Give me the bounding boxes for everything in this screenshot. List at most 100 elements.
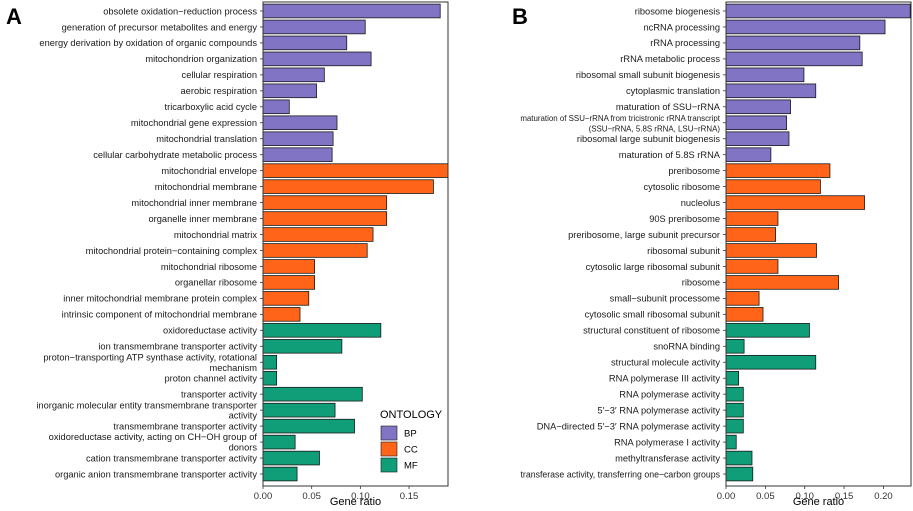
- bar-mf: [262, 466, 298, 482]
- y-tick-label: ribosomal small subunit biogenesis: [576, 70, 721, 80]
- label-line: ribosomal subunit: [647, 246, 720, 256]
- label-line: transporter activity: [181, 389, 257, 399]
- bar-bp: [262, 51, 372, 67]
- y-tick-label: cytosolic small ribosomal subunit: [585, 310, 721, 320]
- bar-mf: [262, 354, 278, 370]
- bar-mf: [262, 386, 363, 402]
- bar-cc: [262, 275, 316, 290]
- bar-cc: [725, 211, 779, 226]
- bar-bp: [725, 99, 791, 115]
- label-line: activity: [229, 411, 258, 421]
- bar-mf: [725, 370, 739, 386]
- y-tick-label: cytoplasmic translation: [626, 86, 720, 96]
- bar-mf: [725, 434, 737, 450]
- y-tick-label: mitochondrial envelope: [161, 166, 257, 176]
- label-line: maturation of 5.8S rRNA: [619, 150, 721, 160]
- bar-bp: [262, 99, 290, 115]
- y-tick-label: organic anion transmembrane transporter …: [55, 469, 257, 479]
- label-line: cytosolic ribosome: [644, 182, 720, 192]
- bar-cc: [725, 179, 821, 194]
- bar-mf: [725, 466, 754, 482]
- label-line: proton channel activity: [164, 374, 257, 384]
- y-tick-label: mitochondrial protein−containing complex: [86, 246, 258, 256]
- label-line: 5′−3′ RNA polymerase activity: [597, 405, 720, 415]
- label-line: mechanism: [209, 363, 257, 373]
- y-tick-label: small−subunit processome: [610, 294, 720, 304]
- label-line: ribosome: [682, 278, 720, 288]
- y-tick-label: oxidoreductase activity: [163, 326, 257, 336]
- label-line: ion transmembrane transporter activity: [98, 342, 257, 352]
- y-tick-label: cellular carbohydrate metabolic process: [93, 150, 257, 160]
- bar-mf: [262, 402, 336, 418]
- label-line: nucleolus: [681, 198, 721, 208]
- y-tick-label: ribosome: [682, 278, 720, 288]
- y-tick-label: cation transmembrane transporter activit…: [86, 453, 257, 463]
- label-line: cellular respiration: [182, 70, 257, 80]
- label-line: mitochondrial inner membrane: [131, 198, 257, 208]
- y-tick-label: organelle inner membrane: [148, 214, 257, 224]
- y-tick-label: mitochondrial translation: [156, 134, 257, 144]
- y-tick-label: transferase activity, transferring one−c…: [521, 469, 721, 479]
- bar-cc: [262, 211, 388, 226]
- label-line: ribosome biogenesis: [635, 6, 721, 16]
- panel-letter: B: [512, 4, 528, 29]
- label-line: structural constituent of ribosome: [583, 326, 720, 336]
- label-line: cation transmembrane transporter activit…: [86, 453, 257, 463]
- y-tick-label: ncRNA processing: [644, 22, 720, 32]
- label-line: transmembrane transporter activity: [113, 421, 257, 431]
- y-tick-label: nucleolus: [681, 198, 721, 208]
- y-tick-label: cytosolic ribosome: [644, 182, 720, 192]
- y-tick-label: inner mitochondrial membrane protein com…: [63, 294, 257, 304]
- bar-mf: [262, 370, 278, 386]
- legend-swatch-mf: [380, 457, 398, 473]
- y-tick-label: organellar ribosome: [175, 278, 257, 288]
- y-tick-label: energy derivation by oxidation of organi…: [39, 38, 257, 48]
- bar-bp: [725, 115, 788, 131]
- y-tick-label: 5′−3′ RNA polymerase activity: [597, 405, 720, 415]
- bar-cc: [262, 179, 434, 194]
- bar-bp: [262, 67, 325, 83]
- label-line: RNA polymerase activity: [619, 389, 720, 399]
- y-tick-label: maturation of 5.8S rRNA: [619, 150, 721, 160]
- y-tick-label: snoRNA binding: [653, 342, 720, 352]
- bar-cc: [725, 243, 817, 258]
- bar-bp: [725, 51, 863, 67]
- bar-bp: [725, 83, 817, 99]
- label-line: tricarboxylic acid cycle: [165, 102, 257, 112]
- x-tick-label: 0.20: [874, 491, 893, 502]
- label-line: DNA−directed 5′−3′ RNA polymerase activi…: [537, 421, 721, 431]
- label-line: rRNA metabolic process: [620, 54, 720, 64]
- bar-mf: [725, 450, 753, 466]
- y-tick-label: maturation of SSU−rRNA: [616, 102, 721, 112]
- label-line: RNA polymerase I activity: [614, 437, 720, 447]
- y-tick-label: preribosome, large subunit precursor: [568, 230, 720, 240]
- x-tick-label: 0.15: [835, 491, 854, 502]
- y-tick-label: ion transmembrane transporter activity: [98, 342, 257, 352]
- label-line: organellar ribosome: [175, 278, 257, 288]
- x-tick-label: 0.10: [795, 491, 814, 502]
- label-line: mitochondrial gene expression: [131, 118, 257, 128]
- legend-title: ONTOLOGY: [380, 409, 443, 421]
- x-tick-label: 0.05: [302, 491, 321, 502]
- bar-bp: [262, 19, 366, 35]
- label-line: inner mitochondrial membrane protein com…: [63, 294, 257, 304]
- bar-mf: [262, 450, 320, 466]
- y-tick-label: obsolete oxidation−reduction process: [103, 6, 257, 16]
- y-tick-label: cellular respiration: [182, 70, 257, 80]
- label-line: organic anion transmembrane transporter …: [55, 469, 257, 479]
- y-tick-label: preribosome: [668, 166, 720, 176]
- y-tick-label: intrinsic component of mitochondrial mem…: [62, 310, 257, 320]
- label-line: cytoplasmic translation: [626, 86, 720, 96]
- y-tick-label: maturation of SSU−rRNA from tricistronic…: [520, 114, 720, 133]
- bar-cc: [725, 275, 839, 290]
- bar-bp: [262, 3, 441, 19]
- label-line: oxidoreductase activity: [163, 326, 257, 336]
- y-tick-label: mitochondrial membrane: [155, 182, 257, 192]
- bar-mf: [725, 323, 810, 338]
- bar-cc: [725, 307, 764, 322]
- plot-border: [725, 1, 912, 487]
- label-line: RNA polymerase III activity: [609, 374, 720, 384]
- legend-swatch-cc: [380, 441, 398, 457]
- label-line: cellular carbohydrate metabolic process: [93, 150, 257, 160]
